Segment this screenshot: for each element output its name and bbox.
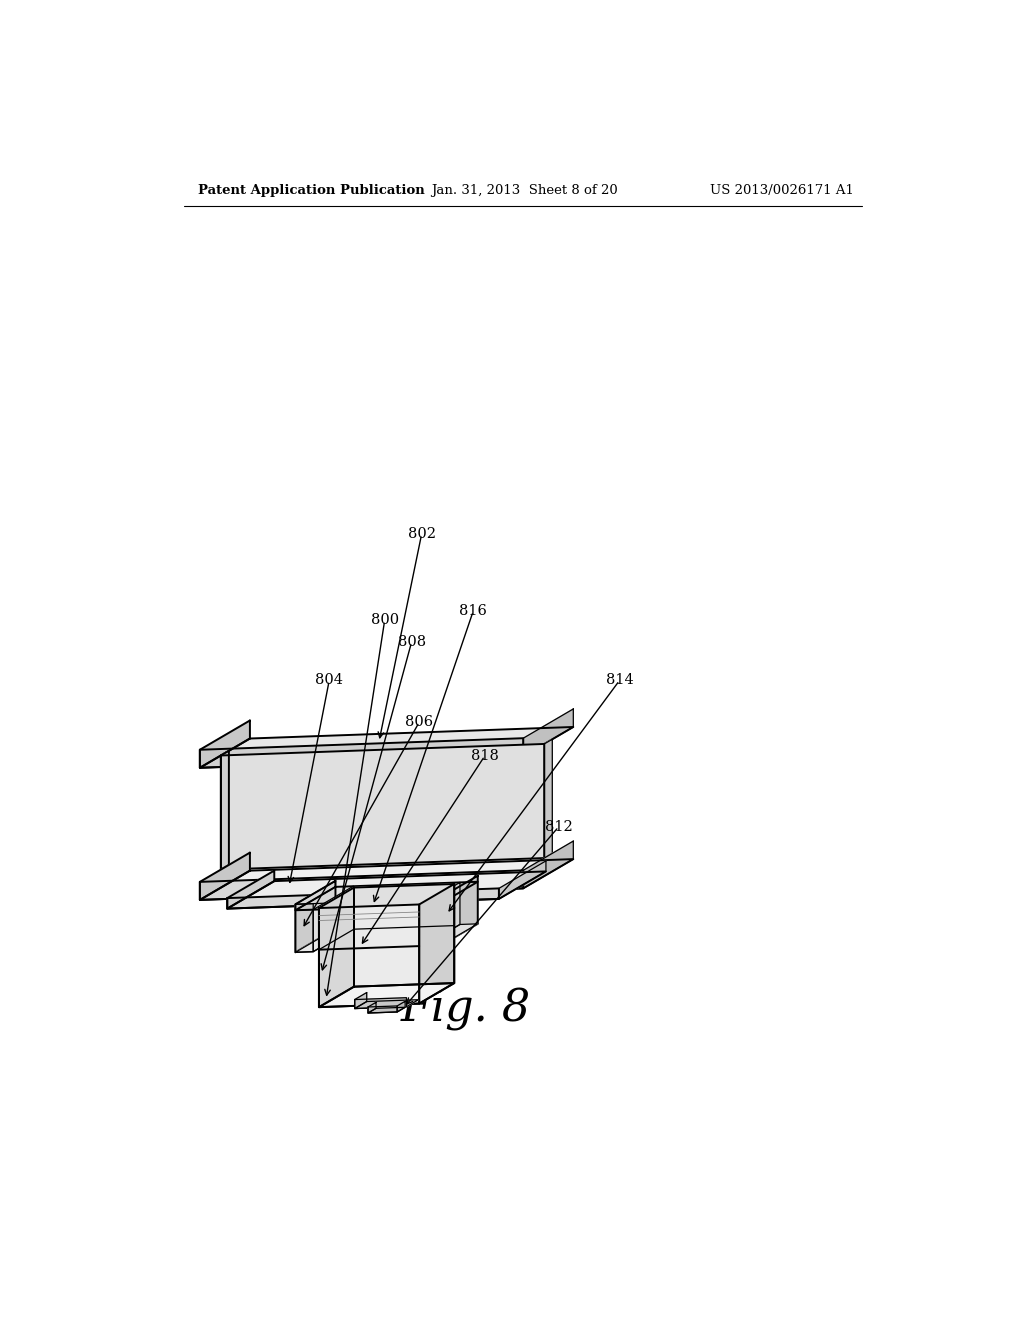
Polygon shape (200, 727, 573, 768)
Polygon shape (318, 904, 419, 1007)
Polygon shape (354, 998, 407, 1008)
Polygon shape (318, 887, 354, 1007)
Text: Fig. 8: Fig. 8 (400, 987, 530, 1031)
Polygon shape (227, 871, 546, 908)
Polygon shape (295, 928, 353, 952)
Polygon shape (397, 1002, 406, 1012)
Polygon shape (523, 841, 573, 888)
Text: 804: 804 (315, 673, 343, 688)
Polygon shape (295, 882, 478, 911)
Text: US 2013/0026171 A1: US 2013/0026171 A1 (711, 185, 854, 197)
Polygon shape (354, 993, 367, 1008)
Text: 818: 818 (471, 748, 499, 763)
Polygon shape (318, 983, 455, 1007)
Text: Jan. 31, 2013  Sheet 8 of 20: Jan. 31, 2013 Sheet 8 of 20 (431, 185, 618, 197)
Polygon shape (420, 899, 437, 948)
Polygon shape (419, 884, 455, 1003)
Polygon shape (368, 1002, 376, 1012)
Polygon shape (200, 859, 573, 900)
Polygon shape (221, 744, 545, 870)
Polygon shape (295, 880, 336, 952)
Polygon shape (295, 899, 437, 911)
Polygon shape (523, 709, 573, 756)
Polygon shape (221, 751, 229, 870)
Polygon shape (313, 886, 353, 952)
Polygon shape (200, 870, 523, 900)
Text: 812: 812 (545, 820, 572, 834)
Polygon shape (200, 853, 250, 900)
Text: 806: 806 (406, 715, 433, 729)
Polygon shape (227, 888, 499, 908)
Polygon shape (227, 871, 274, 908)
Polygon shape (499, 861, 546, 899)
Polygon shape (368, 1007, 406, 1012)
Text: 816: 816 (460, 605, 487, 618)
Polygon shape (295, 904, 313, 952)
Polygon shape (545, 739, 552, 858)
Polygon shape (368, 1006, 397, 1012)
Polygon shape (420, 924, 478, 948)
Polygon shape (200, 738, 523, 768)
Text: 814: 814 (605, 673, 634, 688)
Polygon shape (200, 721, 250, 768)
Polygon shape (354, 884, 455, 986)
Polygon shape (437, 875, 478, 948)
Polygon shape (420, 882, 460, 948)
Text: 802: 802 (408, 527, 435, 541)
Polygon shape (295, 880, 336, 911)
Text: 808: 808 (397, 635, 426, 649)
Text: 800: 800 (371, 614, 398, 627)
Text: Patent Application Publication: Patent Application Publication (199, 185, 425, 197)
Polygon shape (354, 999, 419, 1008)
